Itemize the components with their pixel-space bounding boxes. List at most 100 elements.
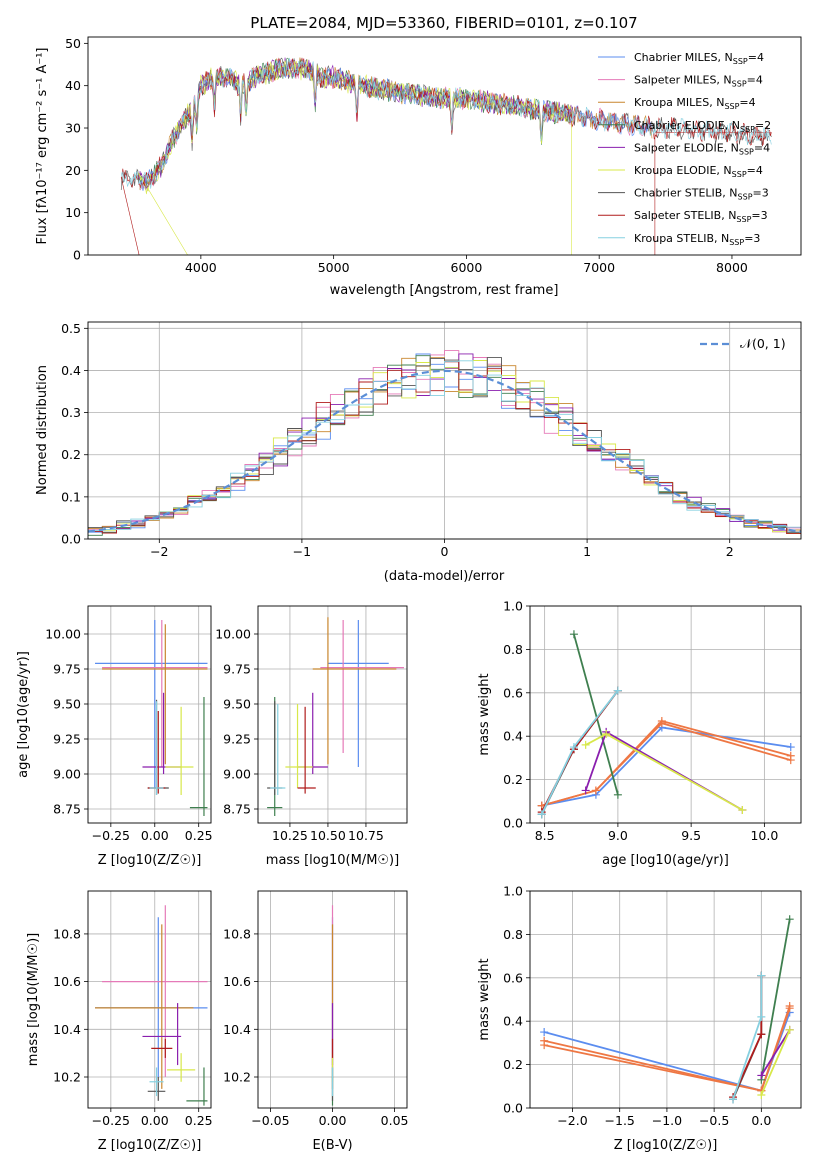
y-tick-label: 0.5 xyxy=(61,321,81,336)
y-tick-label: 10.6 xyxy=(223,974,251,989)
hist-step-salpeter-miles xyxy=(88,350,801,533)
legend-entry: 𝒩(0, 1) xyxy=(740,336,786,351)
y-tick-label: 0.0 xyxy=(61,532,81,547)
y-tick-label: 0.3 xyxy=(61,405,81,420)
y-tick-label: 1.0 xyxy=(503,884,523,899)
spectrum-line-salpeter-stelib xyxy=(120,57,772,255)
y-tick-label: 0.8 xyxy=(503,927,523,942)
y-tick-label: 0.4 xyxy=(503,729,523,744)
y-axis-label: Normed distribution xyxy=(35,365,50,495)
y-tick-label: 20 xyxy=(65,163,81,178)
x-tick-label: 1 xyxy=(583,544,591,559)
y-tick-label: 10.8 xyxy=(53,926,81,941)
weight-point-kroupa-miles xyxy=(657,717,666,726)
x-tick-label: 6000 xyxy=(451,260,483,275)
y-axis-label: age [log10(age/yr)] xyxy=(16,651,31,778)
weight-point-kroupa-miles xyxy=(786,751,795,760)
spectrum-line-kroupa-stelib xyxy=(120,57,772,189)
weight-point-kroupa-elodie xyxy=(785,1025,794,1034)
x-axis-label: mass [log10(M/M☉)] xyxy=(266,853,399,868)
y-axis-label: Flux [fλ10⁻¹⁷ erg cm⁻² s⁻¹ A⁻¹] xyxy=(35,48,50,245)
page-title: PLATE=2084, MJD=53360, FIBERID=0101, z=0… xyxy=(250,14,637,32)
weight-point-chabrier-elodie xyxy=(785,915,794,924)
x-tick-label: 0.00 xyxy=(319,1113,347,1128)
y-tick-label: 0 xyxy=(73,248,81,263)
y-tick-label: 0.2 xyxy=(61,447,81,462)
weight-point-chabrier-miles xyxy=(540,1028,549,1037)
legend-entry: Kroupa STELIB, NSSP=3 xyxy=(634,232,760,247)
x-axis-label: wavelength [Angstrom, rest frame] xyxy=(330,283,559,298)
y-tick-label: 0.1 xyxy=(61,489,81,504)
weight-line-kroupa-stelib xyxy=(732,975,763,1100)
y-tick-label: 10.00 xyxy=(45,627,81,642)
weight-point-chabrier-miles xyxy=(786,743,795,752)
weight_vs_age-axes xyxy=(526,605,801,827)
x-tick-label: 0.00 xyxy=(141,1113,169,1128)
weight-line-chabrier-stelib xyxy=(732,975,763,1100)
legend-entry: Chabrier STELIB, NSSP=3 xyxy=(634,187,769,202)
y-tick-label: 9.00 xyxy=(223,767,251,782)
weight-line-chabrier-elodie xyxy=(573,633,619,796)
x-tick-label: 9.0 xyxy=(608,828,628,843)
weight_vs_age-frame xyxy=(529,605,802,824)
hist-frame xyxy=(87,321,802,540)
x-tick-label: 4000 xyxy=(185,260,217,275)
y-tick-label: 9.75 xyxy=(223,662,251,677)
y-axis-label: mass weight xyxy=(477,673,492,755)
y-tick-label: 8.75 xyxy=(53,802,81,817)
x-tick-label: 8000 xyxy=(716,260,748,275)
x-tick-label: −1.0 xyxy=(652,1113,682,1128)
mass_vs_ebv-axes xyxy=(254,891,407,1112)
mass_vs_ebv-frame xyxy=(257,890,408,1109)
x-tick-label: 0.25 xyxy=(185,828,213,843)
age_vs_Z-axes xyxy=(84,606,211,827)
y-tick-label: 10.6 xyxy=(53,974,81,989)
y-tick-label: 9.50 xyxy=(53,697,81,712)
y-tick-label: 10 xyxy=(65,205,81,220)
x-tick-label: −0.25 xyxy=(92,1113,130,1128)
y-tick-label: 0.2 xyxy=(503,772,523,787)
y-tick-label: 0.0 xyxy=(503,1101,523,1116)
weight-point-kroupa-elodie xyxy=(738,805,747,814)
weight-line-chabrier-miles xyxy=(541,726,791,807)
y-tick-label: 10.2 xyxy=(53,1070,81,1085)
y-tick-label: 10.2 xyxy=(223,1070,251,1085)
weight-line-salpeter-elodie xyxy=(760,1029,791,1076)
legend-entry: Salpeter STELIB, NSSP=3 xyxy=(634,209,768,224)
x-tick-label: 5000 xyxy=(318,260,350,275)
weight-point-kroupa-elodie xyxy=(581,740,590,749)
y-tick-label: 10.4 xyxy=(223,1022,251,1037)
x-tick-label: 0.05 xyxy=(381,1113,409,1128)
weight-point-kroupa-miles xyxy=(591,786,600,795)
x-tick-label: −2 xyxy=(150,544,168,559)
x-tick-label: 10.50 xyxy=(310,828,346,843)
x-tick-label: 10.75 xyxy=(348,828,384,843)
spectrum-frame xyxy=(87,36,802,256)
x-tick-label: −1 xyxy=(293,544,311,559)
weight-point-kroupa-stelib xyxy=(757,1012,766,1021)
x-tick-label: −0.5 xyxy=(699,1113,729,1128)
y-tick-label: 0.6 xyxy=(503,685,523,700)
y-tick-label: 0.8 xyxy=(503,642,523,657)
x-axis-label: E(B-V) xyxy=(312,1138,352,1153)
x-axis-label: Z [log10(Z/Z☉)] xyxy=(98,1138,202,1153)
x-axis-label: Z [log10(Z/Z☉)] xyxy=(614,1138,718,1153)
y-tick-label: 10.00 xyxy=(215,627,251,642)
weight-point-kroupa-elodie xyxy=(757,1090,766,1099)
weight-line-kroupa-elodie xyxy=(585,732,743,811)
legend-entry: Salpeter MILES, NSSP=4 xyxy=(634,74,763,89)
y-tick-label: 0.0 xyxy=(503,816,523,831)
weight-line-salpeter-elodie xyxy=(584,730,743,811)
y-tick-label: 10.4 xyxy=(53,1022,81,1037)
weight-point-kroupa-stelib xyxy=(569,743,578,752)
y-tick-label: 9.75 xyxy=(53,662,81,677)
weight-point-kroupa-stelib xyxy=(729,1095,738,1104)
y-axis-label: mass [log10(M/M☉)] xyxy=(26,933,41,1066)
y-axis-label: mass weight xyxy=(477,958,492,1040)
y-tick-label: 8.75 xyxy=(223,802,251,817)
x-tick-label: 0.25 xyxy=(185,1113,213,1128)
weight_vs_Z-axes xyxy=(526,890,801,1112)
weight-line-kroupa-elodie xyxy=(760,1029,791,1096)
x-tick-label: −2.0 xyxy=(557,1113,587,1128)
x-tick-label: 10.0 xyxy=(750,828,778,843)
